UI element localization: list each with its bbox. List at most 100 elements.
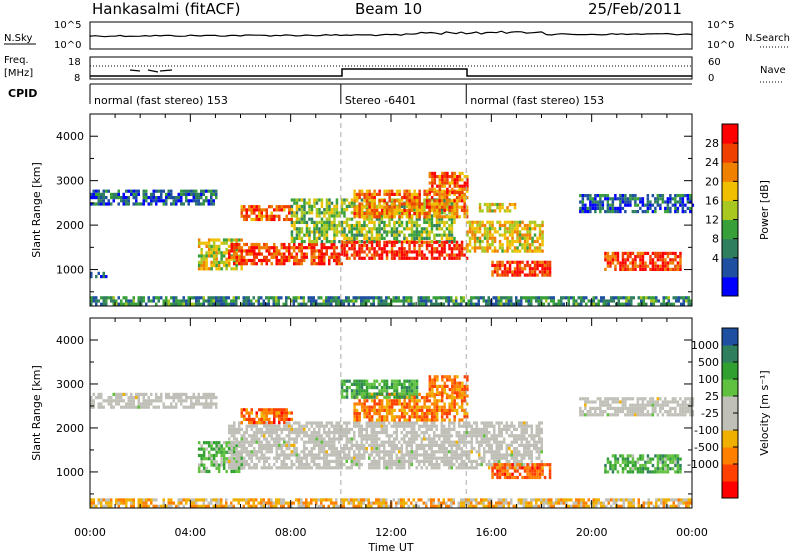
echo-pixel	[207, 444, 211, 448]
echo-pixel	[473, 230, 477, 234]
y-tick-label: 3000	[56, 175, 84, 188]
echo-pixel	[471, 236, 474, 240]
echo-pixel	[358, 205, 361, 209]
echo-pixel	[395, 466, 398, 470]
echo-pixel	[679, 267, 682, 271]
echo-pixel	[298, 427, 301, 431]
echo-pixel	[599, 200, 602, 204]
echo-pixel	[433, 443, 436, 447]
echo-pixel	[438, 450, 441, 454]
echo-pixel	[202, 466, 206, 470]
echo-pixel	[170, 196, 173, 200]
echo-pixel	[328, 198, 331, 202]
echo-pixel	[535, 296, 538, 300]
echo-pixel	[145, 196, 148, 200]
echo-pixel	[438, 202, 441, 206]
echo-pixel	[152, 196, 155, 200]
echo-pixel	[268, 431, 271, 435]
echo-pixel	[95, 202, 98, 206]
echo-pixel	[433, 236, 436, 240]
echo-pixel	[273, 463, 276, 467]
echo-pixel	[202, 257, 206, 261]
echo-pixel	[383, 201, 386, 205]
echo-pixel	[432, 296, 435, 300]
echo-pixel	[491, 243, 494, 247]
echo-pixel	[222, 299, 225, 303]
echo-pixel	[463, 181, 467, 185]
echo-pixel	[298, 217, 301, 221]
echo-pixel	[293, 224, 296, 228]
echo-pixel	[280, 463, 283, 467]
echo-pixel	[388, 192, 391, 196]
echo-pixel	[428, 240, 431, 244]
echo-pixel	[345, 256, 349, 260]
echo-pixel	[348, 230, 351, 234]
echo-pixel	[450, 199, 454, 203]
echo-pixel	[614, 264, 617, 268]
echo-pixel	[420, 431, 423, 435]
echo-pixel	[283, 246, 286, 250]
echo-pixel	[280, 258, 283, 263]
echo-pixel	[619, 197, 622, 201]
echo-pixel	[440, 233, 444, 237]
echo-pixel	[350, 224, 354, 228]
colorbar-segment	[722, 162, 738, 182]
echo-pixel	[370, 459, 373, 463]
echo-pixel	[440, 236, 444, 240]
echo-pixel	[393, 447, 396, 451]
echo-pixel	[438, 184, 442, 188]
echo-pixel	[122, 399, 125, 403]
echo-pixel	[438, 243, 441, 248]
echo-pixel	[448, 253, 451, 257]
echo-pixel	[493, 236, 497, 240]
echo-pixel	[458, 421, 461, 425]
echo-pixel	[513, 206, 517, 210]
echo-pixel	[481, 239, 484, 244]
echo-pixel	[162, 189, 165, 193]
echo-pixel	[606, 194, 610, 198]
echo-pixel	[483, 421, 486, 425]
echo-pixel	[245, 214, 248, 218]
echo-pixel	[215, 466, 218, 470]
echo-pixel	[505, 456, 508, 460]
echo-pixel	[373, 440, 376, 444]
echo-pixel	[378, 217, 381, 221]
echo-pixel	[328, 240, 331, 244]
echo-pixel	[360, 202, 364, 206]
echo-pixel	[654, 261, 657, 265]
echo-pixel	[248, 463, 251, 467]
echo-pixel	[463, 459, 466, 463]
echo-pixel	[581, 210, 585, 214]
echo-pixel	[288, 242, 291, 247]
echo-pixel	[440, 434, 443, 438]
echo-pixel	[530, 299, 533, 303]
echo-pixel	[207, 254, 211, 258]
echo-pixel	[388, 434, 391, 438]
echo-pixel	[460, 192, 464, 196]
echo-pixel	[318, 424, 321, 428]
echo-pixel	[403, 456, 406, 460]
echo-pixel	[491, 202, 494, 207]
echo-pixel	[455, 196, 459, 200]
echo-pixel	[135, 196, 138, 200]
echo-pixel	[405, 421, 408, 425]
echo-pixel	[380, 427, 383, 431]
echo-pixel	[150, 202, 153, 206]
echo-pixel	[217, 248, 221, 252]
echo-pixel	[644, 264, 647, 268]
echo-pixel	[197, 441, 201, 445]
colorbar-segment	[722, 143, 738, 163]
echo-pixel	[400, 421, 403, 425]
echo-pixel	[666, 255, 670, 259]
echo-pixel	[258, 246, 261, 250]
echo-pixel	[505, 459, 508, 463]
echo-pixel	[210, 199, 213, 203]
echo-pixel	[579, 210, 582, 214]
echo-pixel	[355, 227, 359, 231]
echo-pixel	[493, 437, 496, 441]
echo-pixel	[473, 249, 477, 253]
echo-pixel	[398, 463, 401, 467]
echo-pixel	[308, 230, 311, 234]
echo-pixel	[503, 209, 507, 213]
echo-pixel	[428, 463, 431, 467]
